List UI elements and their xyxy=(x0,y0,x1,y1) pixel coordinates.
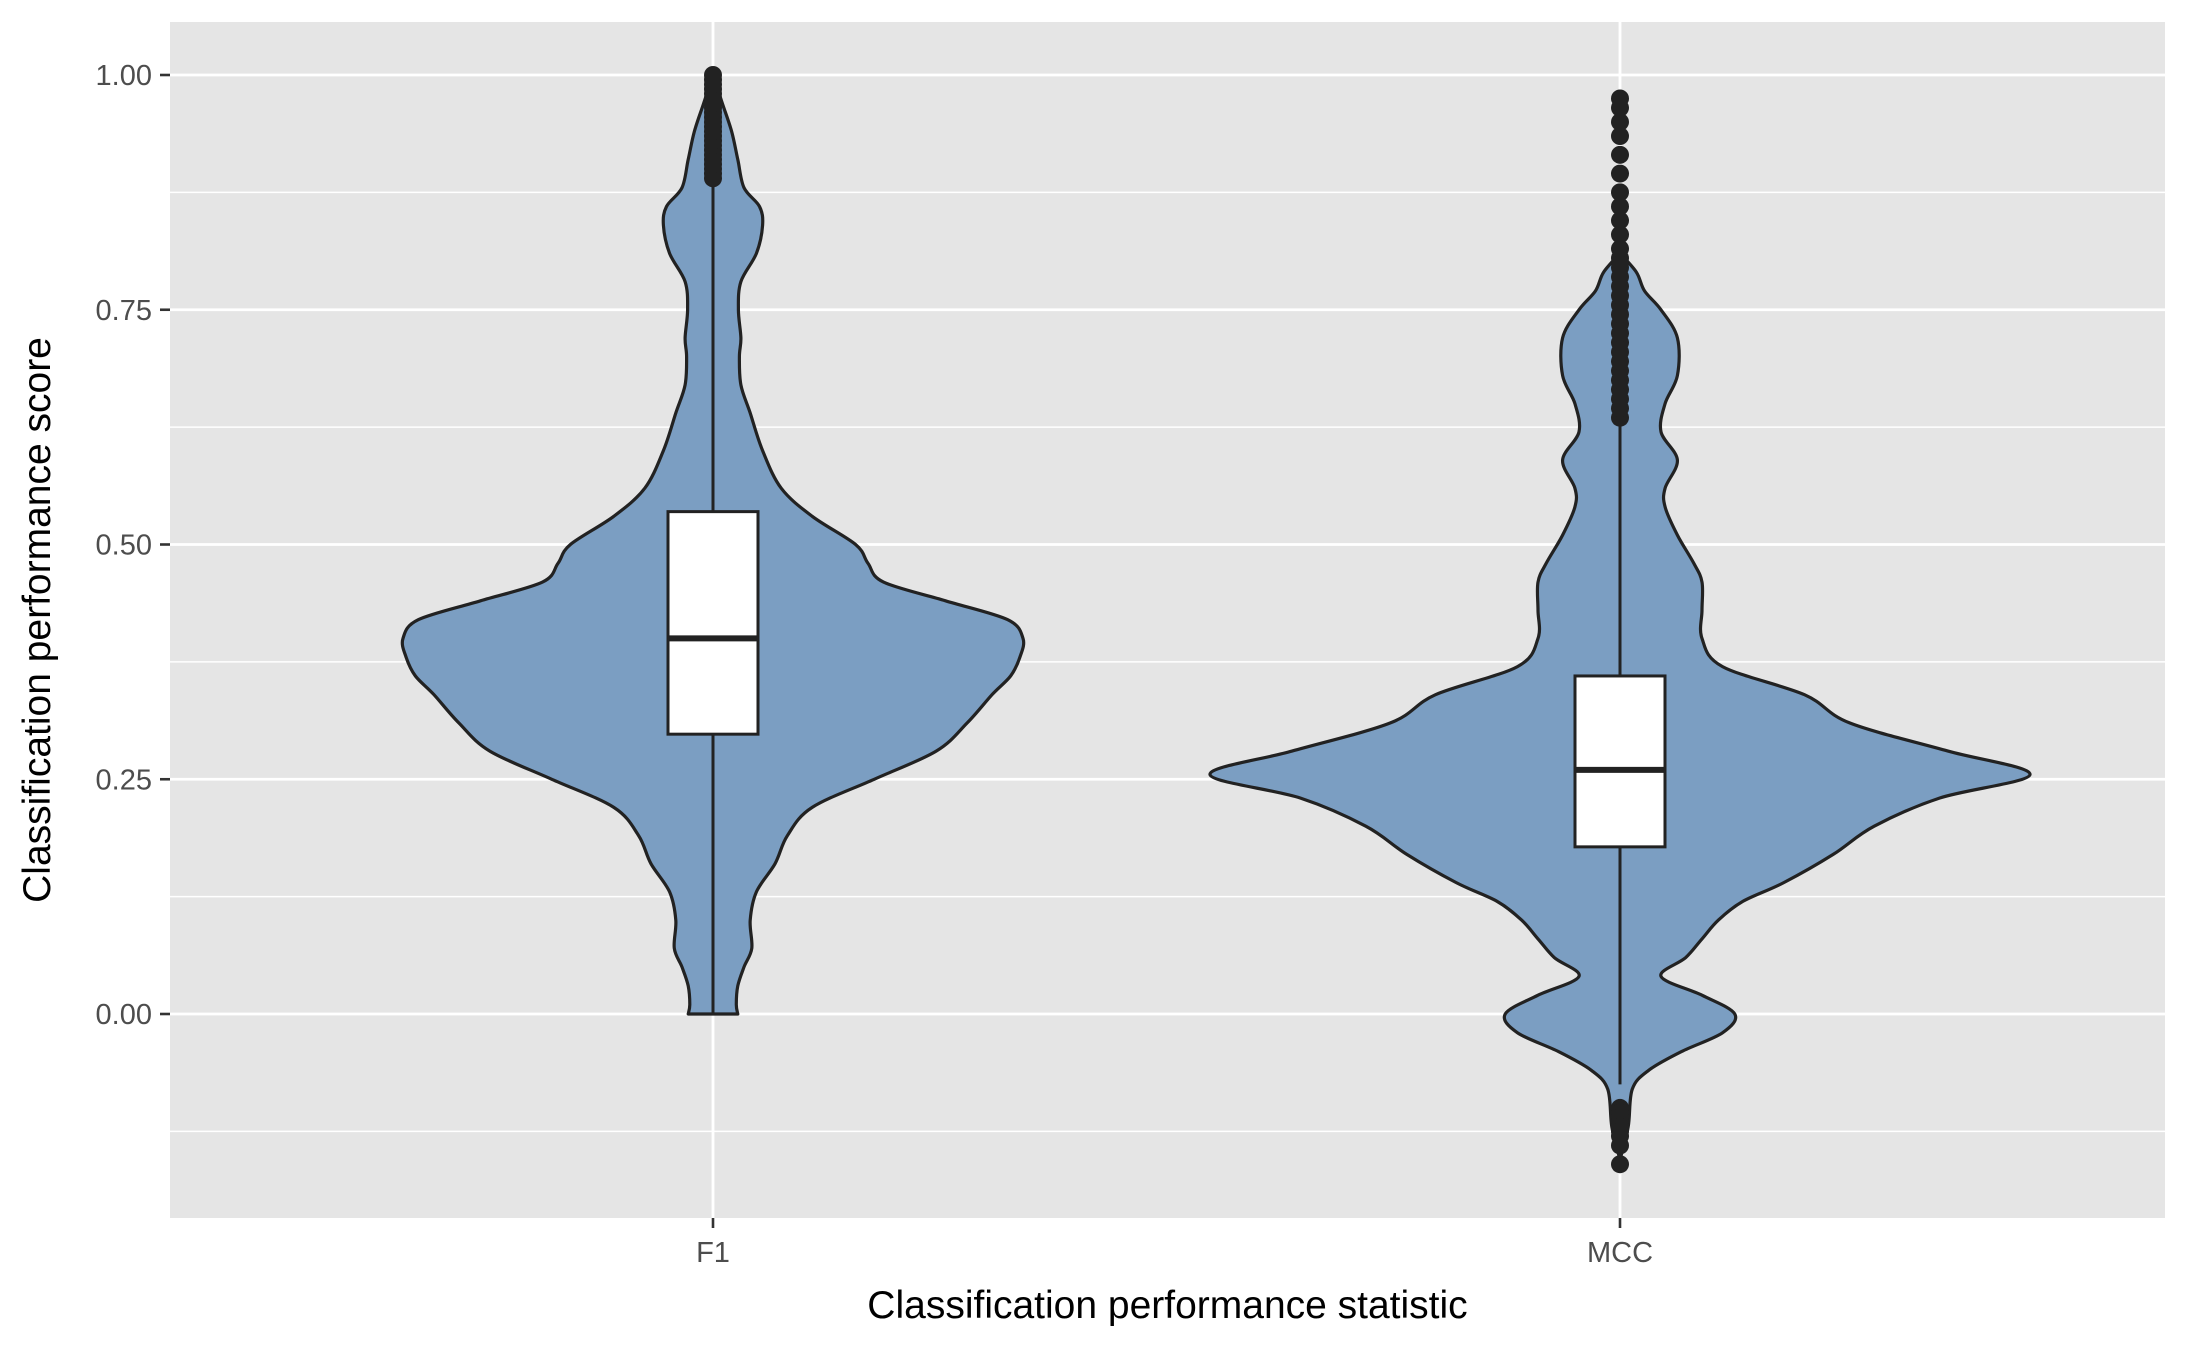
outlier-point xyxy=(1611,164,1629,183)
outlier-point xyxy=(1611,225,1629,244)
outlier-point xyxy=(1611,145,1629,164)
y-tick-label: 1.00 xyxy=(96,60,152,92)
y-tick-label: 0.00 xyxy=(96,999,152,1031)
x-tick-label: MCC xyxy=(1587,1237,1653,1269)
violin-f1 xyxy=(400,66,1026,1016)
x-axis: F1 MCC xyxy=(696,1218,1653,1269)
y-axis-title: Classification performance score xyxy=(16,337,59,903)
box xyxy=(666,510,760,736)
violins xyxy=(400,66,2032,1174)
outlier-point xyxy=(1611,1155,1629,1174)
outlier-point xyxy=(704,66,722,84)
x-axis-title: Classification performance statistic xyxy=(867,1284,1467,1327)
y-tick-label: 0.50 xyxy=(96,530,152,562)
violin-mcc xyxy=(1208,89,2032,1174)
outlier-point xyxy=(1611,89,1629,108)
y-axis: 0.00 0.25 0.50 0.75 1.00 xyxy=(96,60,170,1031)
outlier-point xyxy=(1611,211,1629,230)
box xyxy=(1573,674,1667,849)
outlier-point xyxy=(1611,239,1629,258)
outlier-point xyxy=(1611,1136,1629,1155)
y-tick-label: 0.75 xyxy=(96,295,152,327)
outlier-point xyxy=(1611,127,1629,146)
outlier-point xyxy=(1611,197,1629,216)
x-tick-label: F1 xyxy=(696,1237,730,1269)
outlier-point xyxy=(1611,112,1629,131)
y-tick-label: 0.25 xyxy=(96,764,152,796)
outlier-point xyxy=(1611,183,1629,202)
